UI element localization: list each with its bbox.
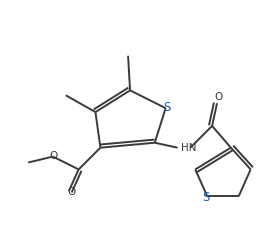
Text: O: O bbox=[50, 151, 58, 161]
Text: O: O bbox=[68, 187, 76, 197]
Text: S: S bbox=[163, 101, 170, 114]
Text: O: O bbox=[214, 92, 222, 102]
Text: S: S bbox=[203, 191, 210, 204]
Text: HN: HN bbox=[182, 143, 197, 153]
